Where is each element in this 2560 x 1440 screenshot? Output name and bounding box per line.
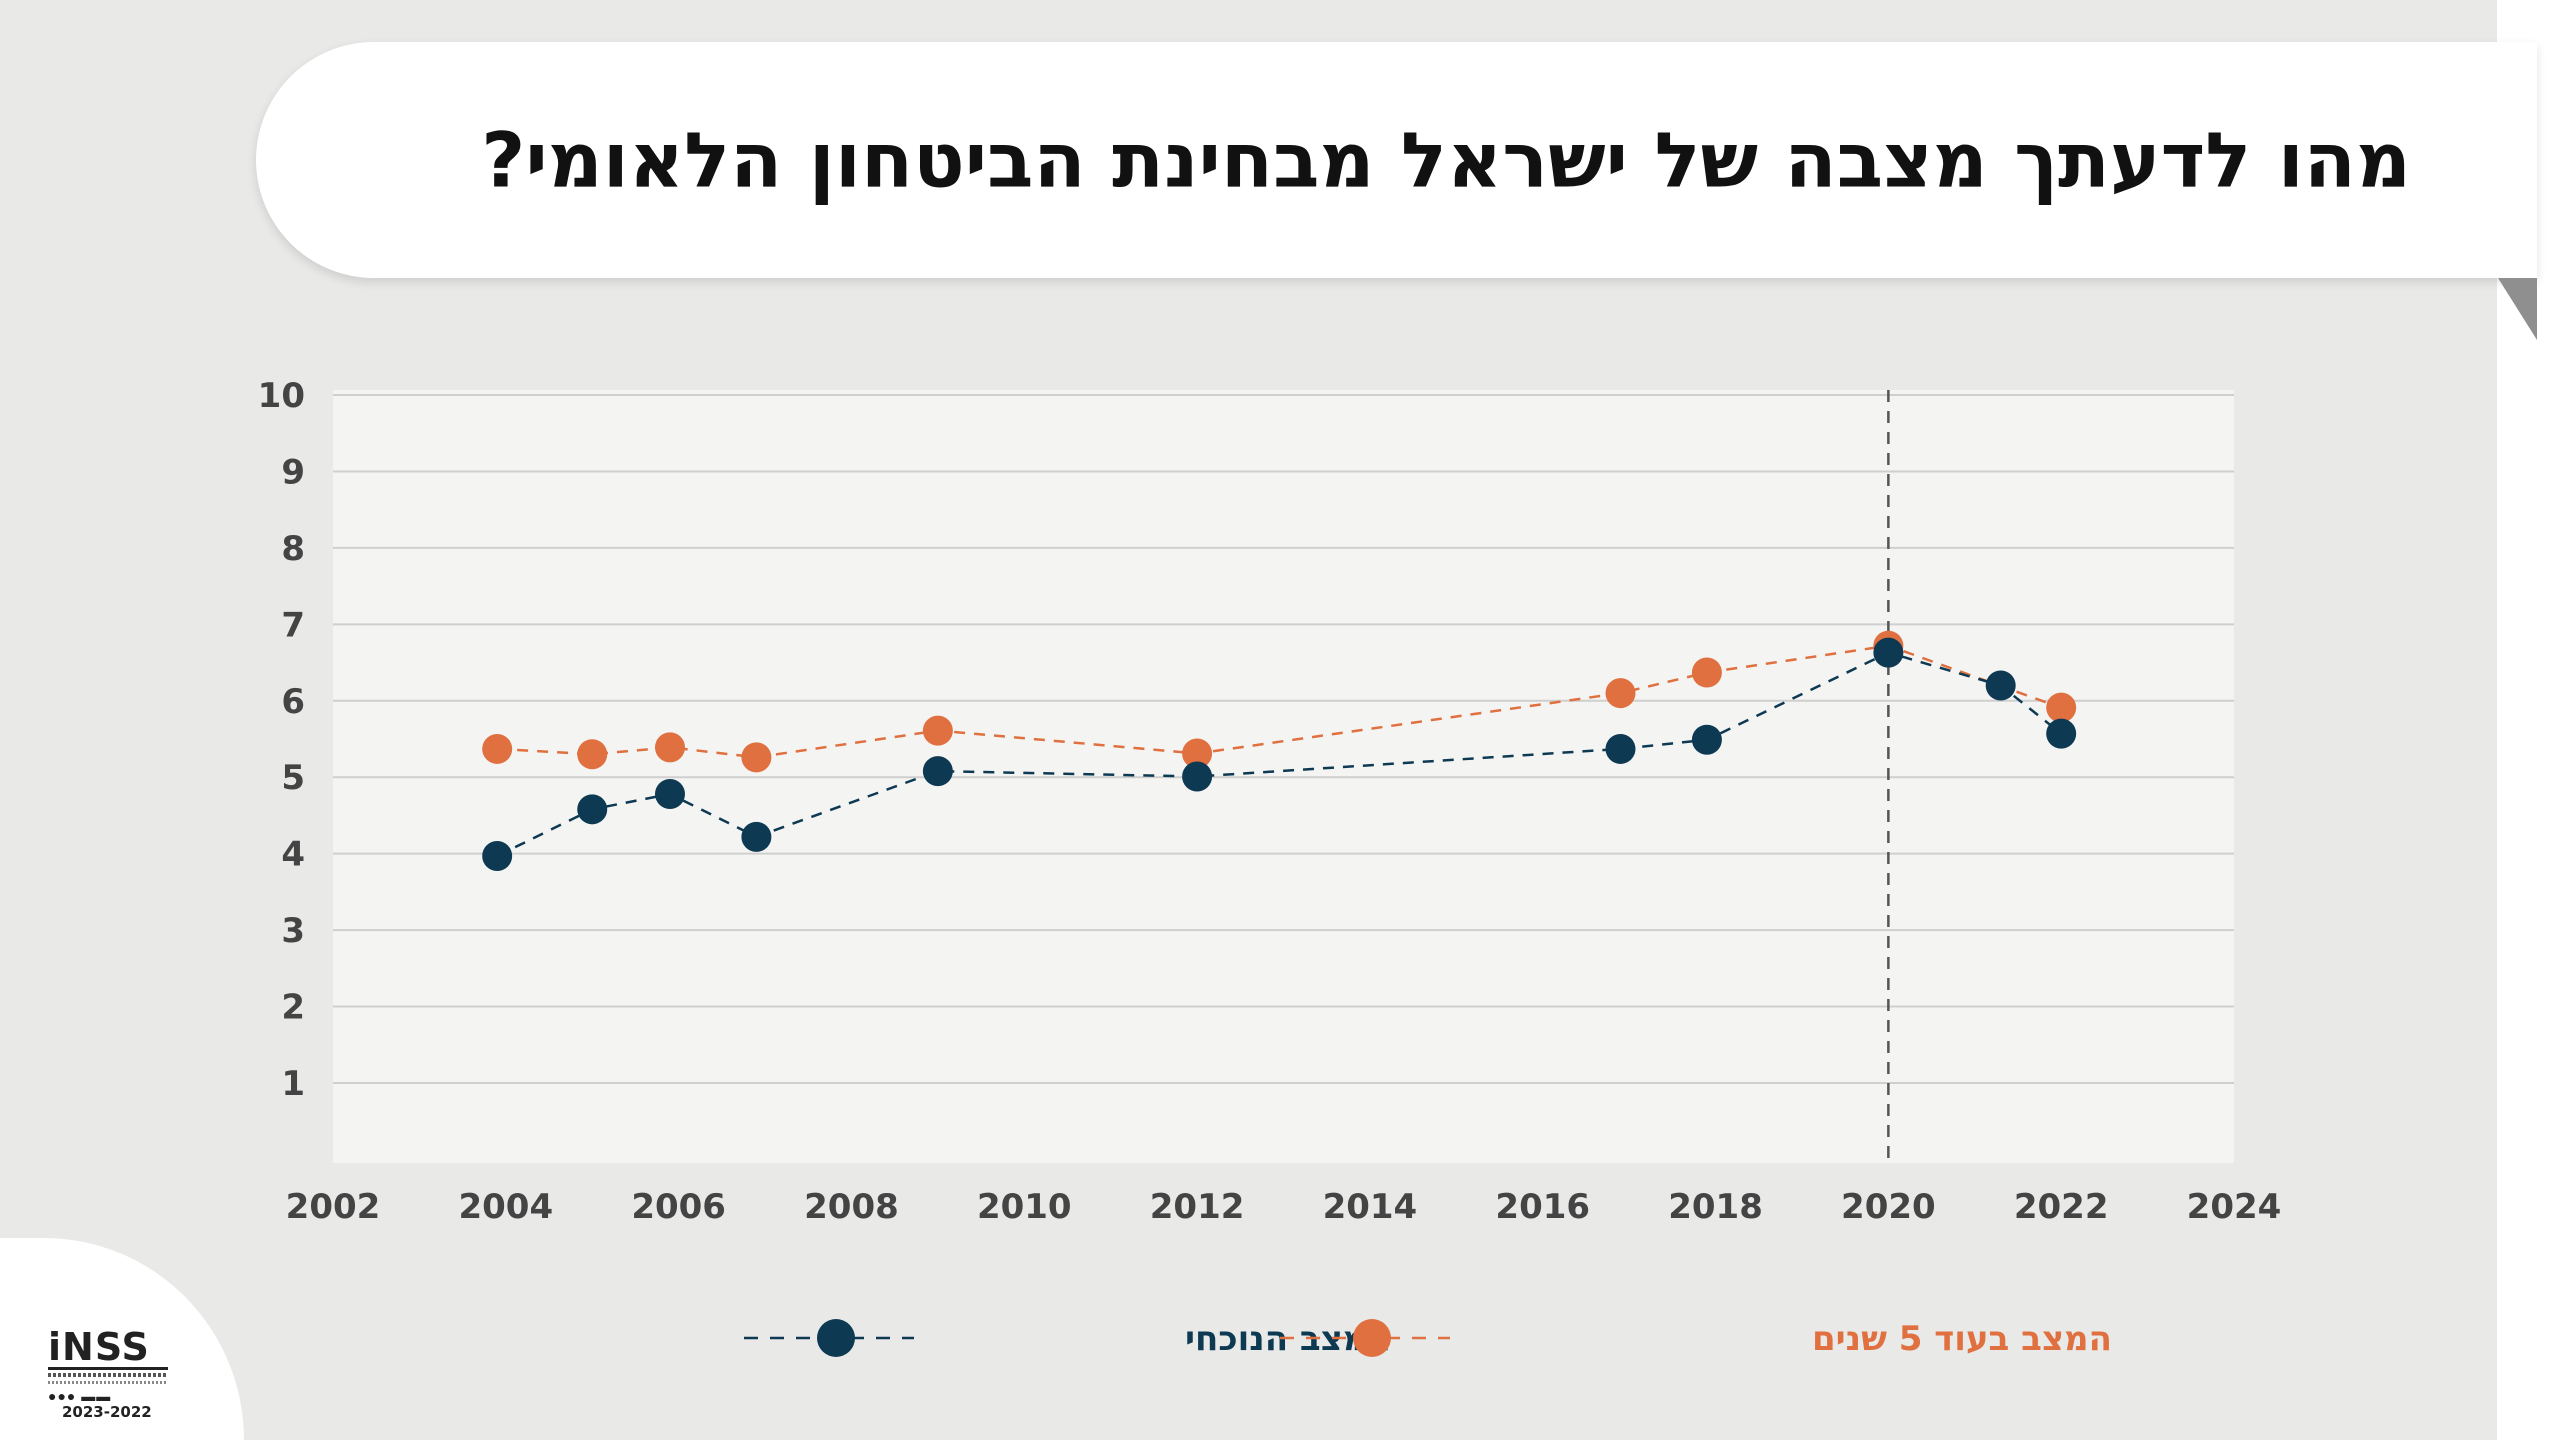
point-series-0-2022 [2046,718,2077,749]
point-series-1-2003.9 [482,733,513,764]
y-tick-label-4: 4 [281,835,305,875]
logo-tagline-graphic [48,1373,168,1377]
point-series-0-2005 [577,794,608,825]
series-line-0 [496,651,2062,858]
point-series-0-2012 [1182,761,1213,792]
point-series-1-2006.9 [741,742,772,773]
point-series-0-2017.9 [1691,724,1722,755]
x-tick-label-2002: 2002 [286,1187,381,1227]
x-tick-label-2016: 2016 [1495,1187,1590,1227]
point-series-0-2005.9 [654,779,685,810]
title-banner: מהו לדעתך מצבה של ישראל מבחינת הביטחון ה… [256,42,2537,278]
y-tick-label-1: 1 [281,1064,305,1104]
logo-years: 2023-2022 [62,1403,152,1421]
page-title: מהו לדעתך מצבה של ישראל מבחינת הביטחון ה… [481,115,2411,205]
point-series-0-2009 [922,756,953,787]
x-tick-label-2006: 2006 [631,1187,726,1227]
y-tick-label-3: 3 [281,911,305,951]
x-tick-label-2010: 2010 [977,1187,1072,1227]
legend-marker-0 [817,1319,855,1357]
point-series-1-2016.9 [1605,678,1636,709]
title-banner-fold [2498,278,2537,340]
x-tick-label-2022: 2022 [2014,1187,2109,1227]
logo-partner-marks: ●●● ▬▬ [48,1388,112,1404]
logo-tagline-graphic-2 [48,1381,168,1384]
point-series-1-2012 [1182,738,1213,769]
x-tick-label-2012: 2012 [1150,1187,1245,1227]
y-tick-label-6: 6 [281,682,305,722]
y-tick-label-8: 8 [281,529,305,569]
point-series-1-2009 [922,715,953,746]
inss-logo: iNSS [48,1325,150,1369]
logo-rule [48,1367,168,1370]
legend-marker-1 [1353,1319,1391,1357]
y-tick-label-9: 9 [281,452,305,492]
x-tick-label-2020: 2020 [1841,1187,1936,1227]
x-tick-label-2004: 2004 [458,1187,553,1227]
legend-label-1: המצב בעוד 5 שנים [1812,1319,2112,1359]
point-series-0-2006.9 [741,821,772,852]
point-series-1-2005 [577,739,608,770]
x-tick-label-2008: 2008 [804,1187,899,1227]
x-tick-label-2014: 2014 [1323,1187,1418,1227]
y-tick-label-7: 7 [281,605,305,645]
point-series-0-2003.9 [482,840,513,871]
y-tick-label-2: 2 [281,988,305,1028]
y-tick-label-10: 10 [258,376,305,416]
point-series-0-2016.9 [1605,733,1636,764]
x-tick-label-2024: 2024 [2187,1187,2282,1227]
point-series-1-2017.9 [1691,657,1722,688]
point-series-0-2020 [1873,637,1904,668]
point-series-1-2022 [2046,692,2077,723]
point-series-0-2021.3 [1985,670,2016,701]
point-series-1-2005.9 [654,732,685,763]
x-tick-label-2018: 2018 [1668,1187,1763,1227]
y-tick-label-5: 5 [281,758,305,798]
